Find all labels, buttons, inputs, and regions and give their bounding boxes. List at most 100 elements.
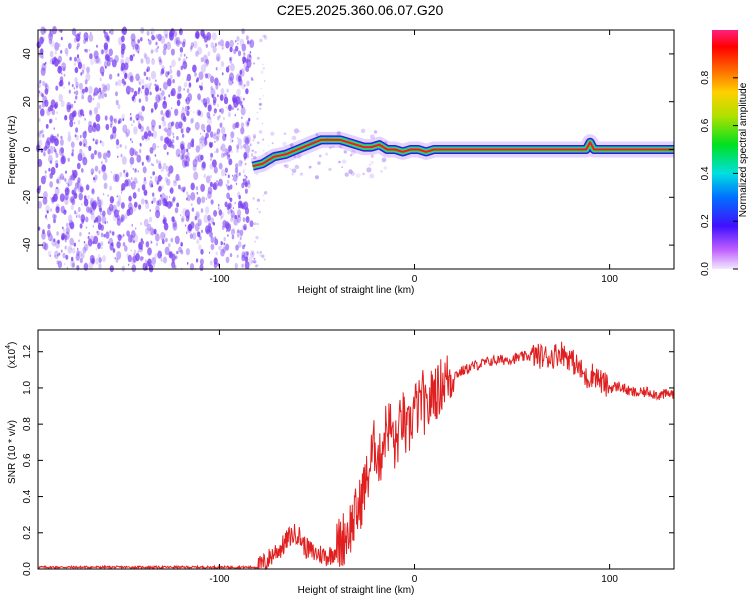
noise-dot [164, 200, 168, 207]
noise-dot [121, 156, 127, 165]
noise-dot [44, 215, 47, 219]
noise-dot [177, 250, 180, 255]
noise-dot [140, 222, 143, 226]
noise-dot [203, 37, 208, 44]
noise-dot [79, 148, 83, 155]
noise-dot [130, 177, 133, 181]
ridge-blob [271, 142, 274, 145]
noise-dot [124, 179, 129, 187]
noise-dot [70, 204, 74, 211]
ridge-blob [314, 137, 318, 140]
noise-dot [68, 104, 72, 110]
noise-dot [136, 117, 139, 121]
noise-dot [161, 90, 165, 96]
noise-dot [163, 233, 167, 238]
noise-dot [117, 79, 122, 87]
noise-dot [186, 56, 188, 59]
noise-dot [238, 172, 241, 176]
noise-dot [97, 150, 100, 156]
noise-dot [186, 73, 192, 82]
noise-dot [125, 128, 131, 137]
noise-dot [178, 121, 183, 129]
noise-dot [181, 133, 185, 138]
noise-dot [253, 135, 256, 139]
noise-dot [87, 195, 90, 200]
noise-dot [181, 123, 183, 126]
ridge-blob [336, 131, 341, 136]
noise-dot [179, 46, 184, 53]
noise-dot [161, 185, 164, 190]
noise-dot [216, 133, 220, 140]
noise-dot [88, 206, 93, 215]
noise-dot [84, 79, 88, 85]
noise-dot [242, 169, 245, 174]
noise-dot [169, 69, 173, 74]
noise-dot [130, 113, 132, 116]
noise-dot [141, 161, 144, 166]
noise-dot [176, 135, 179, 141]
noise-dot [241, 43, 247, 52]
noise-dot [239, 70, 243, 75]
ridge-blob [325, 141, 329, 145]
noise-dot [164, 127, 168, 133]
noise-dot [115, 142, 120, 150]
noise-dot [129, 54, 134, 62]
noise-dot [252, 197, 255, 200]
noise-dot [97, 90, 99, 94]
noise-dot [38, 45, 40, 49]
noise-dot [77, 61, 83, 70]
noise-dot [163, 43, 168, 50]
noise-dot [141, 198, 145, 205]
noise-dot [196, 231, 199, 235]
noise-dot [217, 116, 220, 121]
noise-dot [50, 235, 53, 240]
ridge-blob [318, 154, 322, 158]
y-tick-label: 40 [22, 48, 33, 60]
noise-dot [186, 194, 191, 202]
noise-dot [129, 147, 135, 157]
noise-dot [67, 135, 72, 142]
noise-dot [209, 131, 214, 138]
noise-dot [120, 62, 126, 71]
noise-dot [56, 260, 59, 265]
noise-dot [138, 204, 142, 210]
noise-dot [65, 222, 69, 228]
noise-dot [102, 152, 107, 160]
noise-dot [79, 141, 83, 147]
noise-dot [55, 85, 59, 91]
noise-dot [182, 41, 186, 48]
noise-dot [94, 150, 97, 155]
noise-dot [160, 231, 166, 241]
noise-dot [151, 34, 155, 41]
noise-dot [262, 94, 265, 97]
noise-dot [56, 134, 59, 138]
noise-dot [49, 134, 55, 142]
noise-dot [229, 57, 232, 61]
noise-dot [121, 35, 125, 43]
noise-dot [232, 207, 234, 210]
noise-dot [188, 106, 191, 110]
noise-dot [70, 141, 75, 148]
noise-dot [222, 116, 225, 121]
colorbar-ticks: 0.0 0.2 0.4 0.6 0.8 [700, 70, 738, 276]
noise-dot [253, 257, 256, 260]
noise-dot [76, 54, 80, 59]
noise-dot [161, 176, 163, 180]
noise-dot [86, 145, 88, 149]
noise-dot [129, 116, 133, 121]
noise-dot [91, 172, 93, 176]
noise-dot [54, 214, 57, 219]
noise-dot [141, 105, 145, 112]
noise-dot [125, 132, 129, 138]
snr-panel: -100 0 100 0.0 0.2 0.4 0.6 0.8 1.0 1.2 Height of… [5, 329, 675, 596]
noise-dot [235, 163, 239, 169]
noise-dot [149, 91, 152, 96]
noise-dot [215, 53, 221, 62]
noise-dot [217, 94, 219, 98]
noise-dot [152, 163, 154, 167]
noise-dot [195, 155, 200, 163]
noise-dot [219, 122, 223, 128]
noise-dot [184, 105, 189, 112]
noise-dot [38, 104, 42, 110]
noise-dot [234, 201, 236, 205]
